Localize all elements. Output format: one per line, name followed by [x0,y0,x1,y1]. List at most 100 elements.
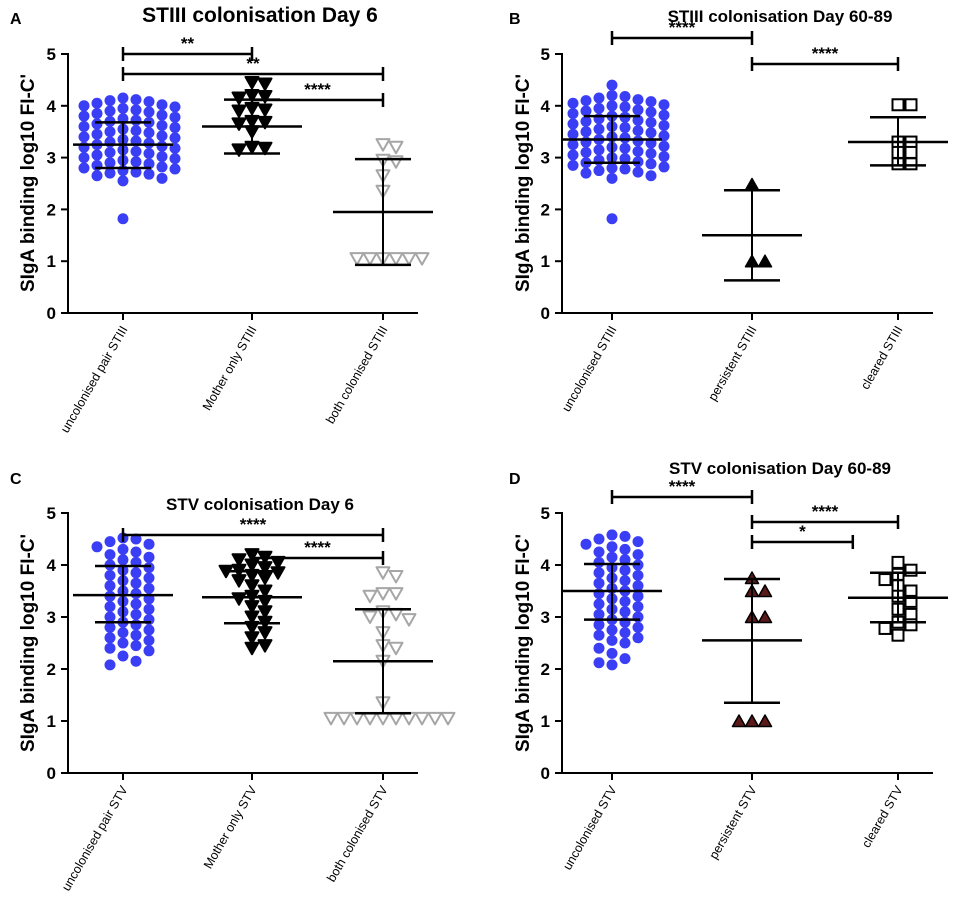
data-point [658,161,670,173]
data-point [619,543,631,555]
group-2 [848,98,948,171]
data-point [104,569,116,581]
group-1 [702,177,802,282]
data-point [388,569,404,584]
data-point [593,113,605,125]
data-point [231,553,247,567]
data-point [606,659,618,671]
data-point [270,566,286,580]
data-point [593,165,605,177]
data-point [619,122,631,134]
data-point [401,252,417,266]
data-point [104,105,116,117]
data-point [257,594,273,609]
data-point [117,650,129,662]
data-point [645,127,657,139]
data-point [593,533,605,545]
significance-label: **** [812,44,839,63]
data-point [244,75,260,90]
panel-label: A [10,11,22,28]
significance-label: ** [181,34,195,53]
data-point [904,618,918,632]
data-point [606,89,618,101]
data-point [169,132,181,144]
data-point [606,79,618,91]
data-point [388,641,404,656]
data-point [593,577,605,589]
data-point [632,569,644,581]
data-point [632,536,644,548]
x-tick-label: cleared STV [859,783,906,850]
data-point [619,90,631,102]
data-point [78,121,90,133]
data-point [593,102,605,114]
data-point [143,624,155,636]
data-point [904,607,918,621]
data-point [104,167,116,179]
data-point [143,645,155,657]
data-point [143,158,155,170]
data-point [231,592,247,606]
data-point [104,157,116,169]
group-1 [702,571,802,728]
data-point [336,711,352,726]
data-point [606,541,618,553]
data-point [757,254,773,268]
data-point [104,136,116,148]
data-point [91,170,103,182]
data-point [130,156,142,168]
y-tick-label: 4 [541,97,551,116]
data-point [593,144,605,156]
data-point [658,119,670,131]
y-axis-label: SIgA binding log10 FI-C' [513,74,534,292]
data-point [891,98,905,112]
data-point [645,158,657,170]
data-point [904,98,918,112]
significance-bracket: **** [250,538,385,565]
data-point [104,611,116,623]
panel-B: B STIII colonisation Day 60-89 SIgA bindin… [509,7,948,414]
y-tick-label: 3 [541,149,550,168]
data-point [757,714,773,728]
data-point [567,128,579,140]
data-point [645,96,657,108]
data-point [632,166,644,178]
significance-bracket: ** [121,34,254,61]
y-tick-label: 4 [47,556,57,575]
data-point [593,608,605,620]
data-point [619,627,631,639]
significance-label: **** [669,18,696,37]
data-point [78,162,90,174]
data-point [619,142,631,154]
data-point [117,554,129,566]
group-0 [73,532,173,671]
data-point [143,106,155,118]
data-point [130,640,142,652]
group-2 [848,555,948,642]
data-point [632,125,644,137]
data-point [388,607,404,622]
data-point [593,657,605,669]
data-point [156,99,168,111]
data-point [606,213,618,225]
data-point [632,621,644,633]
y-tick-label: 2 [541,660,550,679]
data-point [619,595,631,607]
data-point [606,624,618,636]
data-point [156,172,168,184]
data-point [632,601,644,613]
data-point [257,605,273,619]
data-point [658,99,670,111]
data-point [143,582,155,594]
group-0 [73,92,181,225]
x-tick-label: persistent STV [706,783,759,862]
significance-bracket: **** [121,515,385,542]
y-axis-label: SIgA binding log10 FI-C' [18,74,39,292]
data-point [878,621,892,635]
significance-bracket: ** [121,54,385,81]
data-point [169,163,181,175]
data-point [593,92,605,104]
y-tick-label: 2 [47,200,56,219]
data-point [104,632,116,644]
x-tick-label: uncolonised STV [560,783,620,872]
